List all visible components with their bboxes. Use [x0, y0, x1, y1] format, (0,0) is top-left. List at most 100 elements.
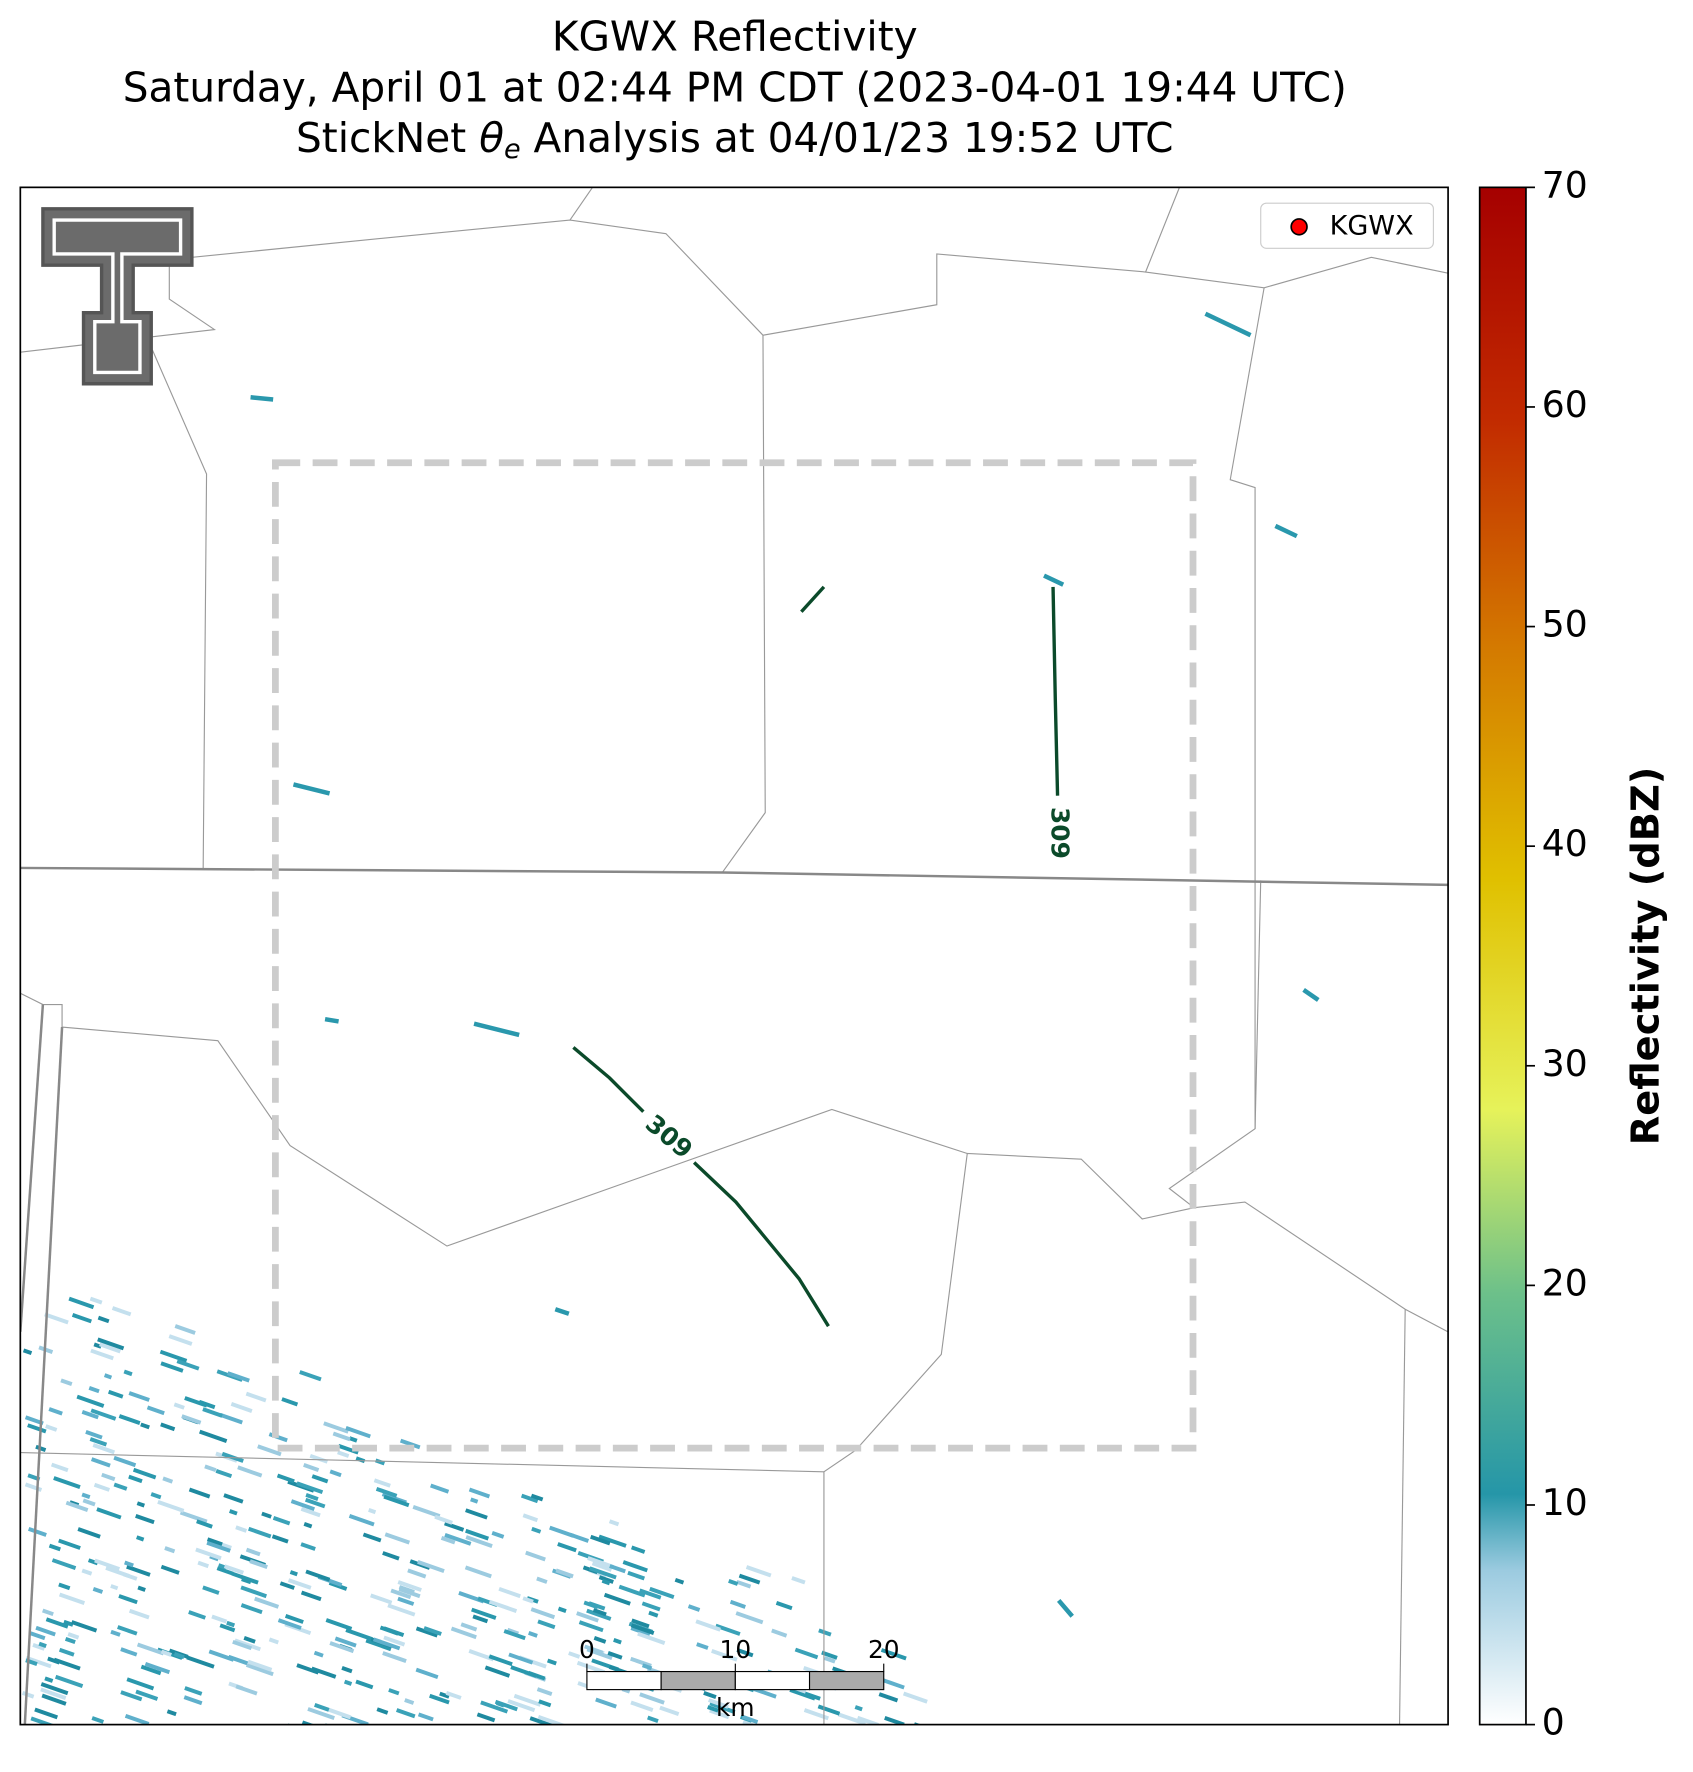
- legend-marker: [1290, 218, 1308, 236]
- reflectivity-echo: [1302, 987, 1320, 1002]
- title-symbol: θ: [479, 114, 504, 162]
- state-line: [23, 1027, 64, 1725]
- reflectivity-echo: [488, 1654, 513, 1667]
- reflectivity-echo: [880, 1648, 907, 1661]
- reflectivity-echo: [365, 1638, 392, 1652]
- reflectivity-echo: [583, 1644, 604, 1655]
- reflectivity-echo: [97, 1315, 110, 1324]
- reflectivity-echo: [557, 1606, 567, 1613]
- reflectivity-echo: [415, 1667, 439, 1680]
- reflectivity-echo: [196, 1519, 213, 1529]
- reflectivity-echo: [174, 1324, 196, 1335]
- reflectivity-echo: [82, 1498, 96, 1507]
- state-line: [20, 1004, 45, 1332]
- reflectivity-echo: [823, 1656, 836, 1664]
- reflectivity-echo: [126, 1564, 151, 1577]
- reflectivity-echo: [429, 1693, 450, 1705]
- colorbar-tick-label: 20: [1542, 1261, 1588, 1304]
- reflectivity-echo: [412, 1504, 441, 1519]
- reflectivity-echo: [470, 1497, 479, 1504]
- reflectivity-echo: [387, 1603, 416, 1617]
- reflectivity-echo: [184, 1686, 203, 1696]
- reflectivity-echo: [695, 1619, 721, 1632]
- reflectivity-echo: [423, 1626, 442, 1636]
- reflectivity-echo: [641, 1663, 653, 1671]
- reflectivity-echo: [404, 1698, 415, 1705]
- reflectivity-echo: [173, 1652, 185, 1660]
- reflectivity-echo: [101, 1472, 116, 1482]
- reflectivity-echo: [583, 1600, 599, 1610]
- reflectivity-echo: [348, 1514, 375, 1527]
- county-line: [823, 287, 1265, 1725]
- reflectivity-echo: [639, 1692, 665, 1705]
- scale-tick-label: 0: [579, 1635, 595, 1664]
- reflectivity-echo: [232, 1639, 253, 1651]
- reflectivity-echo: [81, 1568, 93, 1576]
- contour-line: [800, 585, 826, 613]
- reflectivity-echo: [240, 1603, 263, 1615]
- contour-line: [1051, 586, 1060, 796]
- reflectivity-echo: [157, 1500, 185, 1513]
- reflectivity-echo: [538, 1699, 552, 1708]
- reflectivity-echo: [188, 1610, 206, 1620]
- reflectivity-echo: [284, 1614, 304, 1624]
- contour-label: 309: [1046, 807, 1075, 859]
- reflectivity-echo: [742, 1719, 757, 1725]
- reflectivity-echo: [362, 1532, 382, 1543]
- reflectivity-echo: [71, 1313, 92, 1324]
- reflectivity-echo: [206, 1537, 223, 1547]
- reflectivity-echo: [68, 1296, 95, 1310]
- reflectivity-echo: [292, 782, 331, 796]
- reflectivity-echo: [58, 1582, 71, 1591]
- reflectivity-echo: [279, 1581, 295, 1590]
- reflectivity-echo: [25, 1655, 52, 1669]
- reflectivity-echo: [128, 1608, 150, 1620]
- reflectivity-echo: [290, 1499, 315, 1512]
- reflectivity-echo: [529, 1716, 555, 1725]
- colorbar-tick-label: 50: [1542, 603, 1588, 646]
- reflectivity-echo: [395, 1708, 416, 1719]
- reflectivity-echo: [709, 1701, 736, 1714]
- reflectivity-echo: [472, 1614, 489, 1624]
- reflectivity-echo: [557, 1542, 577, 1553]
- reflectivity-echo: [300, 1590, 322, 1602]
- reflectivity-echo: [601, 1578, 611, 1586]
- reflectivity-echo: [136, 1642, 165, 1656]
- reflectivity-echo: [303, 1522, 313, 1529]
- reflectivity-echo: [197, 1560, 209, 1569]
- reflectivity-echo: [444, 1533, 472, 1546]
- county-line: [20, 992, 968, 1247]
- reflectivity-echo: [24, 1482, 43, 1492]
- reflectivity-echo: [608, 1519, 620, 1527]
- reflectivity-echo: [337, 1450, 350, 1458]
- reflectivity-echo: [50, 1462, 69, 1473]
- reflectivity-echo: [368, 1508, 377, 1515]
- reflectivity-echo: [736, 1579, 752, 1589]
- reflectivity-echo: [775, 1601, 793, 1611]
- reflectivity-echo: [287, 1578, 312, 1590]
- reflectivity-echo: [376, 1707, 389, 1715]
- reflectivity-echo: [630, 1626, 651, 1637]
- reflectivity-echo: [379, 1625, 399, 1636]
- reflectivity-echo: [257, 1444, 282, 1457]
- reflectivity-echo: [303, 1463, 320, 1472]
- reflectivity-echo: [135, 1689, 159, 1701]
- reflectivity-echo: [491, 1530, 505, 1539]
- reflectivity-echo: [110, 1629, 121, 1637]
- reflectivity-echo: [715, 1623, 741, 1636]
- reflectivity-echo: [243, 1636, 256, 1644]
- reflectivity-echo: [324, 1016, 339, 1024]
- reflectivity-echo: [44, 1676, 54, 1683]
- reflectivity-echo: [397, 1580, 422, 1592]
- county-line: [1254, 880, 1262, 1129]
- reflectivity-echo: [96, 1507, 122, 1520]
- reflectivity-echo: [627, 1570, 646, 1581]
- reflectivity-echo: [398, 1585, 415, 1594]
- reflectivity-echo: [591, 1561, 613, 1572]
- reflectivity-echo: [113, 1482, 128, 1491]
- reflectivity-echo: [135, 1513, 155, 1525]
- reflectivity-echo: [506, 1627, 520, 1636]
- reflectivity-echo: [450, 1626, 477, 1640]
- echo-layer: [21, 311, 1320, 1725]
- reflectivity-echo: [311, 1474, 329, 1484]
